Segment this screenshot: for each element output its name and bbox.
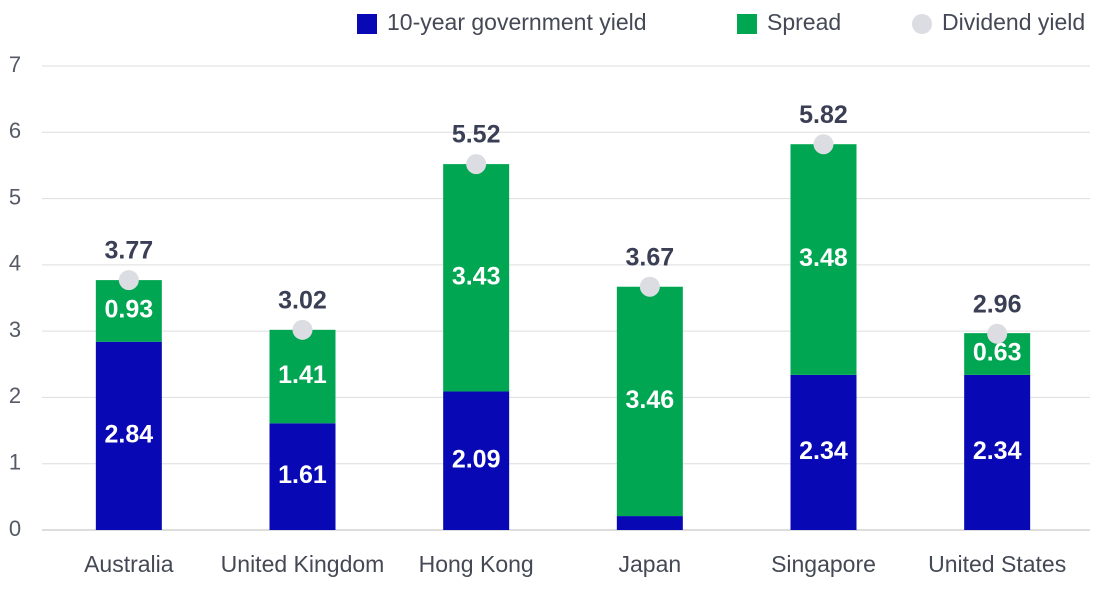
bar-segment (95, 341, 162, 530)
segment-label: 2.34 (973, 437, 1022, 465)
bar-segment (790, 374, 857, 530)
dividend-dot (987, 323, 1008, 344)
bar-segment (790, 144, 857, 375)
bar-segment (964, 374, 1031, 530)
segment-label: 3.43 (452, 262, 501, 290)
y-tick-label: 5 (9, 184, 21, 209)
y-tick-label: 2 (9, 383, 21, 408)
dividend-dot (466, 154, 487, 175)
segment-label: 3.46 (625, 386, 674, 414)
bar-segment (269, 423, 336, 530)
dividend-dot (813, 134, 834, 155)
segment-label: 2.84 (104, 420, 153, 448)
y-tick-label: 3 (9, 317, 21, 342)
x-tick-label: United States (928, 551, 1066, 577)
segment-label: 1.61 (278, 461, 327, 489)
dot-label: 3.02 (278, 286, 327, 314)
bar-segment (443, 391, 510, 530)
y-tick-label: 1 (9, 450, 21, 475)
segment-label: 2.34 (799, 437, 848, 465)
y-tick-label: 7 (9, 52, 21, 77)
dot-label: 2.96 (973, 290, 1022, 318)
x-tick-label: Japan (618, 551, 681, 577)
x-tick-label: Hong Kong (419, 551, 534, 577)
dot-label: 3.67 (625, 243, 674, 271)
dividend-dot (639, 276, 660, 297)
dot-label: 3.77 (104, 237, 153, 265)
dot-label: 5.52 (452, 121, 501, 149)
bar-segment (95, 280, 162, 342)
legend-label: Spread (767, 9, 841, 35)
dividend-dot (292, 319, 313, 340)
y-tick-label: 6 (9, 118, 21, 143)
segment-label: 1.41 (278, 361, 327, 389)
bar-segment (616, 516, 683, 530)
x-tick-label: Singapore (771, 551, 876, 577)
x-tick-label: United Kingdom (221, 551, 385, 577)
y-tick-label: 4 (9, 251, 21, 276)
legend-label: Dividend yield (942, 9, 1085, 35)
dividend-dot (118, 270, 139, 291)
dot-label: 5.82 (799, 101, 848, 129)
x-tick-label: Australia (84, 551, 174, 577)
bar-segment (616, 286, 683, 517)
segment-label: 0.93 (104, 296, 153, 324)
bar-segment (443, 164, 510, 392)
segment-label: 2.09 (452, 445, 501, 473)
legend-marker (912, 14, 932, 34)
legend-marker (357, 14, 377, 34)
legend-marker (737, 14, 757, 34)
legend-label: 10-year government yield (387, 9, 647, 35)
y-tick-label: 0 (9, 516, 21, 541)
bar-segment (269, 329, 336, 424)
segment-label: 3.48 (799, 244, 848, 272)
